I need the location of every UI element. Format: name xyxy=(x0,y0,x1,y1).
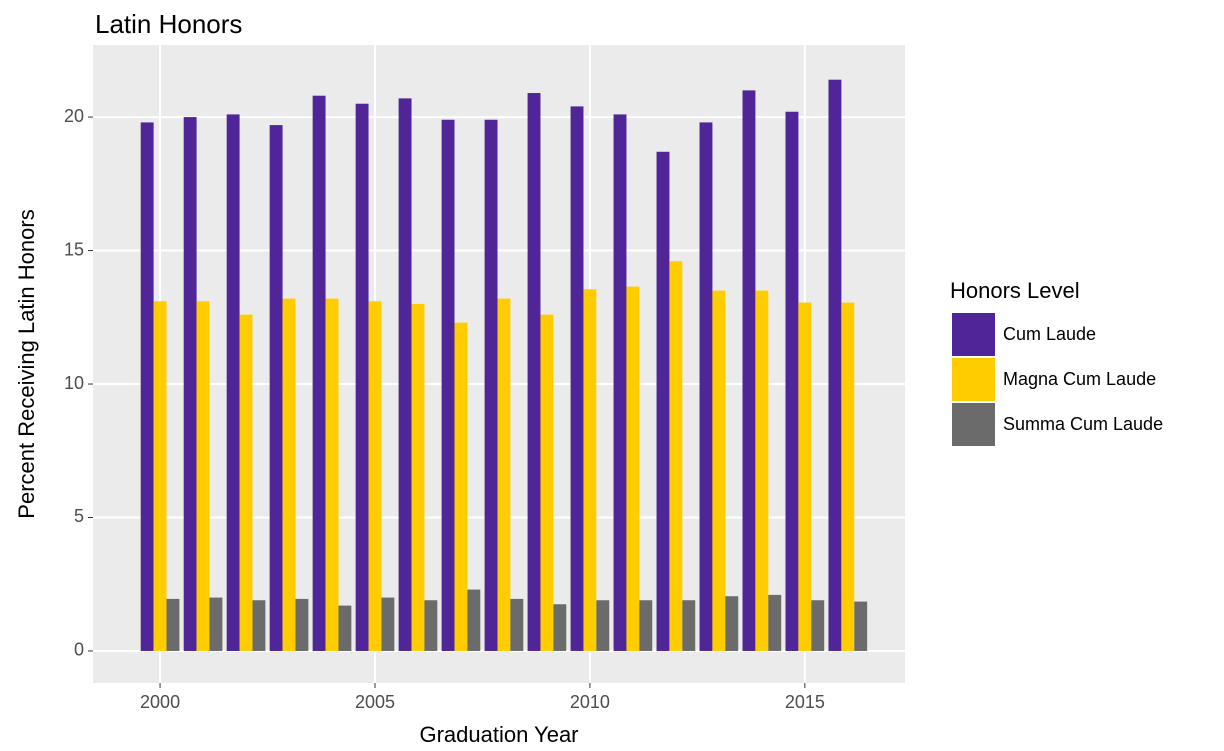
bar xyxy=(613,114,627,651)
y-tick-label: 20 xyxy=(64,106,84,126)
bar xyxy=(424,600,438,651)
x-tick-label: 2005 xyxy=(355,692,395,712)
x-tick-label: 2000 xyxy=(140,692,180,712)
bar xyxy=(841,302,855,651)
bar xyxy=(596,600,610,651)
bar xyxy=(196,301,210,651)
bar xyxy=(742,90,756,651)
legend-key xyxy=(952,313,995,356)
bar xyxy=(639,600,653,651)
bar xyxy=(828,79,842,651)
bar xyxy=(368,301,382,651)
bar xyxy=(669,261,683,651)
bar xyxy=(527,93,541,651)
x-tick-label: 2010 xyxy=(570,692,610,712)
bar xyxy=(785,111,799,651)
bar xyxy=(570,106,584,651)
bar xyxy=(553,604,567,651)
bar xyxy=(811,600,825,651)
bar xyxy=(467,589,481,651)
bar xyxy=(454,322,468,651)
legend-key xyxy=(952,403,995,446)
bar xyxy=(398,98,412,651)
legend-label: Magna Cum Laude xyxy=(1003,369,1156,389)
bar xyxy=(183,117,197,651)
x-tick-label: 2015 xyxy=(785,692,825,712)
bar xyxy=(656,151,670,651)
bar xyxy=(166,598,180,651)
bar xyxy=(355,103,369,651)
bar xyxy=(768,594,782,651)
bar xyxy=(699,122,713,651)
bar xyxy=(252,600,266,651)
bar xyxy=(725,596,739,651)
bar xyxy=(510,598,524,651)
bar xyxy=(282,298,296,651)
bar xyxy=(484,119,498,651)
legend-title: Honors Level xyxy=(950,278,1080,303)
bar xyxy=(441,119,455,651)
bar xyxy=(798,302,812,651)
legend-label: Summa Cum Laude xyxy=(1003,414,1163,434)
bar xyxy=(325,298,339,651)
chart-title: Latin Honors xyxy=(95,9,242,39)
bar xyxy=(381,597,395,651)
bar xyxy=(269,125,283,651)
legend-label: Cum Laude xyxy=(1003,324,1096,344)
bar xyxy=(626,286,640,651)
y-tick-label: 0 xyxy=(74,640,84,660)
bar xyxy=(497,298,511,651)
y-tick-label: 15 xyxy=(64,239,84,259)
bar xyxy=(312,95,326,651)
bar xyxy=(411,303,425,651)
bar xyxy=(583,289,597,651)
y-tick-label: 10 xyxy=(64,373,84,393)
y-axis-label: Percent Receiving Latin Honors xyxy=(14,209,39,518)
legend-key xyxy=(952,358,995,401)
x-axis-label: Graduation Year xyxy=(419,722,578,747)
bar xyxy=(854,601,868,651)
bar xyxy=(338,605,352,651)
bar xyxy=(140,122,154,651)
bar xyxy=(712,290,726,651)
bar xyxy=(226,114,240,651)
bar xyxy=(295,598,309,651)
bar xyxy=(755,290,769,651)
y-tick-label: 5 xyxy=(74,506,84,526)
bar xyxy=(540,314,554,651)
bar xyxy=(682,600,696,651)
bar xyxy=(239,314,253,651)
bar xyxy=(153,301,167,651)
bar xyxy=(209,597,223,651)
